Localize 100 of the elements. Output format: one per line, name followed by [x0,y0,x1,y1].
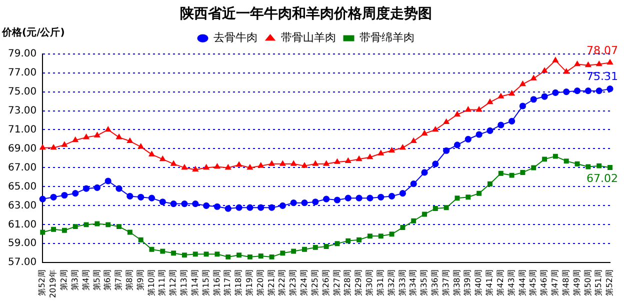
point [378,234,384,239]
point [344,194,352,202]
point [498,93,504,98]
x-tick-label: 第19周 [245,270,254,296]
point [105,126,112,132]
point [204,252,209,257]
point [148,151,155,156]
x-tick-label: 第5周 [92,270,102,291]
y-tick-label: 59.00 [8,238,37,250]
x-tick-label: 第7周 [114,270,124,291]
x-tick-label: 第20周 [256,270,265,296]
point [345,158,352,163]
point [291,248,296,254]
point [552,89,559,96]
point [378,194,384,200]
x-tick-label: 第2周 [60,270,69,291]
point [246,204,254,211]
point [596,88,602,94]
point [432,126,438,132]
x-tick-label: 第13周 [180,270,189,296]
point [486,127,494,134]
point [268,204,276,211]
y-tick-label: 67.00 [8,162,37,174]
point [367,234,372,239]
point [126,138,133,144]
point [236,252,242,258]
point [236,204,242,211]
point [258,162,264,168]
point [563,68,570,74]
point [72,224,78,230]
point [606,86,614,92]
point [280,160,286,166]
point [61,192,68,199]
point [476,106,482,112]
point [138,194,144,200]
point [290,160,297,166]
point [83,134,90,140]
point [443,147,450,154]
point [432,206,438,212]
point [520,170,526,175]
x-tick-label: 第43周 [506,270,516,296]
point [50,144,56,150]
x-tick-label: 第24周 [300,270,309,296]
point [356,194,362,202]
x-tick-label: 第41周 [485,270,494,296]
point [454,196,460,201]
x-tick-label: 第12周 [168,270,178,296]
point [444,205,449,210]
point [116,224,122,230]
x-tick-label: 第28周 [343,270,352,296]
point [94,184,100,191]
point [585,62,592,68]
point [410,180,417,188]
point [411,218,416,224]
point [584,88,592,94]
y-tick-label: 75.00 [8,86,37,98]
point [400,225,406,230]
point [170,200,177,208]
point [182,252,187,258]
point [159,198,166,206]
y-tick-label: 79.00 [8,48,37,60]
point [280,250,286,256]
point [388,147,395,153]
point [367,154,373,160]
point [82,185,90,192]
point [422,212,427,217]
point [454,111,460,116]
x-tick-label: 第31周 [376,270,385,296]
x-tick-label: 第29周 [354,270,364,296]
point [498,170,504,176]
point [552,57,558,62]
point [334,158,340,164]
point [324,244,329,249]
point [334,241,340,246]
point [279,202,286,209]
x-tick-label: 第35周 [420,270,429,296]
point [40,230,46,235]
point [323,196,330,202]
point [530,75,537,80]
point [160,248,166,254]
point [116,185,122,192]
point [236,162,242,167]
point [541,93,548,100]
point [72,190,79,197]
point [531,165,536,170]
x-tick-label: 第15周 [201,270,210,296]
point [574,88,581,94]
point [269,254,274,260]
x-tick-label: 第21周 [266,270,276,296]
point [312,244,318,250]
point [454,142,461,148]
point [192,252,198,257]
y-tick-label: 61.00 [8,219,37,230]
point [72,136,78,142]
point [62,142,68,147]
point [202,202,210,209]
point [410,138,417,144]
point [301,200,308,206]
point [399,190,406,197]
point [520,80,526,86]
